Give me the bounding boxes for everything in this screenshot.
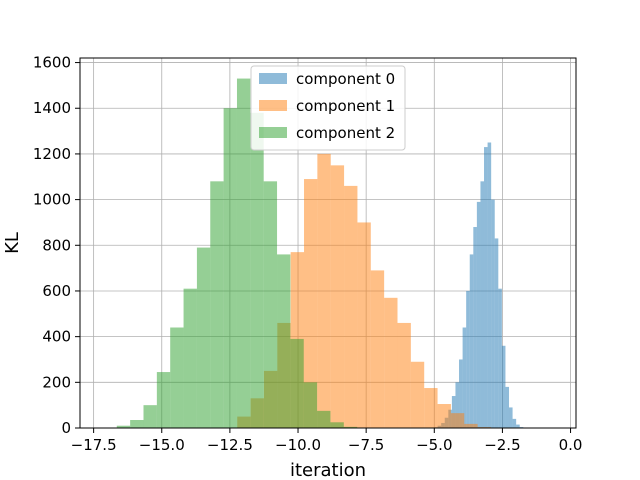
bar-component-1	[410, 361, 425, 428]
bar-component-0	[494, 238, 499, 428]
bar-component-1	[397, 322, 411, 428]
bar-component-2	[290, 338, 304, 428]
bar-component-0	[512, 418, 517, 428]
bar-component-0	[498, 288, 502, 428]
bar-component-2	[250, 112, 264, 428]
y-tick-label: 0	[61, 419, 71, 437]
x-tick-label: −12.5	[207, 436, 253, 454]
bar-component-0	[487, 142, 492, 429]
bar-component-0	[459, 359, 463, 428]
bar-component-2	[343, 426, 358, 428]
bar-component-0	[516, 424, 520, 428]
bar-component-1	[437, 404, 451, 428]
bar-component-1	[330, 165, 345, 428]
y-tick-label: 1600	[33, 54, 71, 72]
bar-component-0	[466, 290, 470, 428]
y-tick-label: 1000	[33, 191, 71, 209]
bar-component-2	[116, 425, 131, 428]
bar-component-2	[210, 181, 224, 428]
bar-component-1	[370, 270, 385, 428]
bar-component-2	[236, 78, 251, 429]
bar-component-1	[464, 423, 478, 428]
axis-ticks: −17.5 −15.0 −12.5 −10.0 −7.5 −5.0 −2.5 0.0 0 200 4…	[33, 54, 583, 454]
legend-swatch	[259, 100, 287, 111]
bar-component-2	[170, 327, 184, 428]
bar-component-2	[277, 254, 291, 428]
x-tick-label: −10.0	[275, 436, 321, 454]
histogram-bars	[116, 78, 524, 429]
y-tick-label: 200	[42, 373, 71, 391]
y-tick-label: 600	[42, 282, 71, 300]
bar-component-2	[183, 288, 197, 428]
legend-label: component 2	[296, 124, 395, 142]
y-tick-label: 1200	[33, 145, 71, 163]
bar-component-2	[130, 420, 144, 428]
bar-component-1	[317, 153, 331, 429]
bar-component-0	[476, 201, 481, 428]
legend-label: component 0	[296, 70, 395, 88]
bar-component-1	[384, 297, 398, 428]
legend-swatch	[259, 73, 287, 84]
bar-component-2	[330, 422, 344, 428]
bar-component-2	[263, 181, 278, 428]
bar-component-1	[344, 185, 358, 428]
bar-component-0	[505, 386, 510, 428]
bar-component-0	[501, 345, 506, 428]
bar-component-0	[451, 396, 456, 428]
x-tick-label: 0.0	[559, 436, 583, 454]
bar-component-1	[357, 222, 371, 428]
legend-box	[250, 65, 406, 151]
bar-component-0	[455, 382, 460, 428]
bar-component-0	[473, 227, 477, 428]
y-tick-label: 800	[42, 236, 71, 254]
x-axis-label: iteration	[290, 460, 366, 480]
bar-component-2	[143, 405, 157, 428]
legend-label: component 1	[296, 97, 395, 115]
bar-component-1	[304, 179, 318, 428]
x-tick-label: −5.0	[416, 436, 452, 454]
bar-component-0	[469, 254, 474, 428]
bar-component-0	[484, 147, 488, 428]
plot-frame	[79, 57, 577, 429]
legend-swatch	[259, 127, 287, 138]
bar-component-1	[450, 413, 465, 428]
x-tick-label: −2.5	[484, 436, 520, 454]
y-tick-label: 1400	[33, 99, 71, 117]
legend: component 0 component 1 component 2	[250, 65, 406, 151]
bar-component-0	[491, 199, 495, 428]
bar-component-2	[303, 382, 318, 428]
y-axis-label: KL	[2, 232, 23, 254]
bar-component-2	[223, 108, 237, 428]
y-tick-label: 400	[42, 328, 71, 346]
bar-component-1	[424, 388, 438, 428]
bar-component-2	[156, 372, 171, 428]
x-tick-label: −17.5	[71, 436, 117, 454]
x-tick-label: −7.5	[348, 436, 384, 454]
bar-component-0	[462, 327, 467, 428]
bar-component-2	[317, 410, 331, 428]
bar-component-0	[480, 181, 485, 428]
bar-component-2	[196, 247, 211, 428]
x-tick-label: −15.0	[139, 436, 185, 454]
bar-component-0	[509, 407, 513, 428]
